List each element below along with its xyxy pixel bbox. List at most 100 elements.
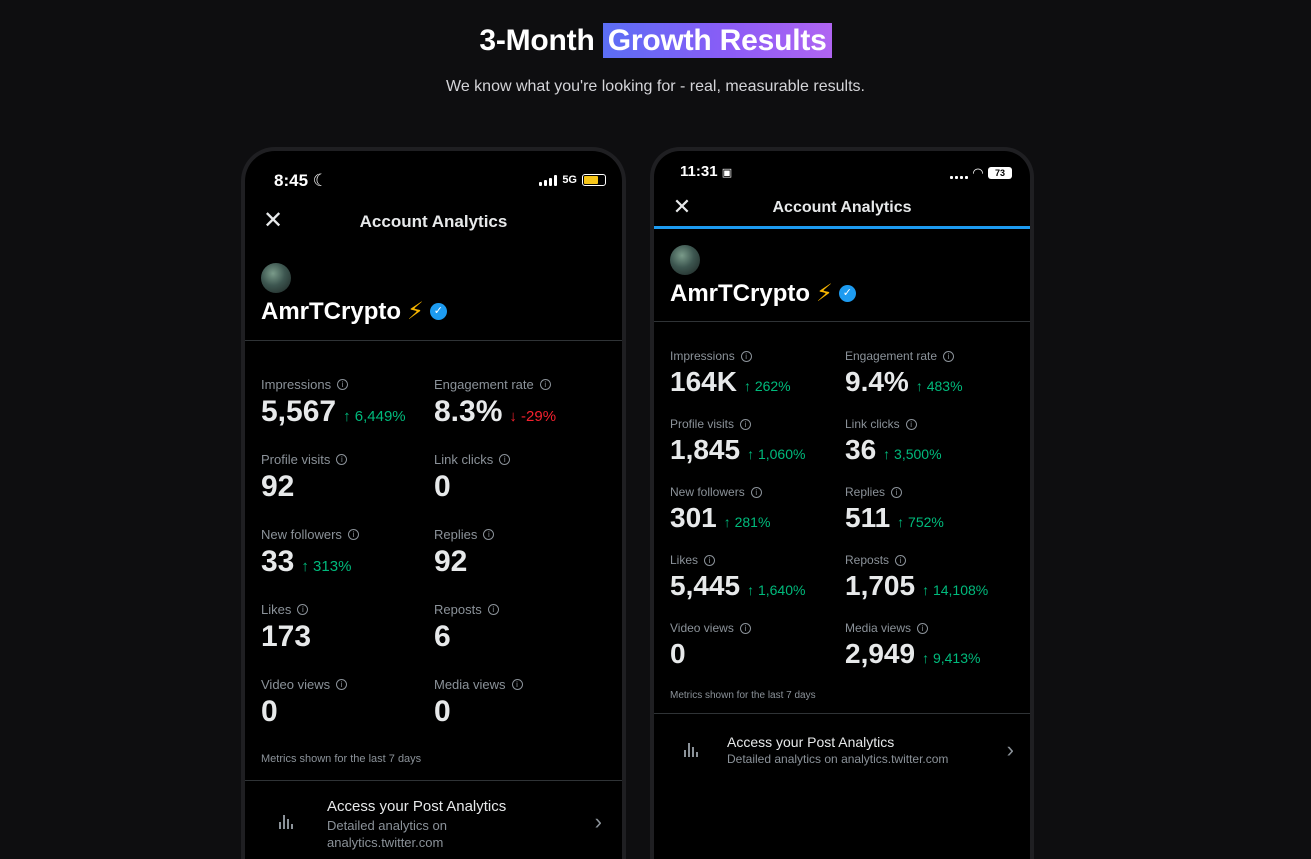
- metric-label: Likes i: [670, 553, 805, 567]
- bar-chart-icon: [279, 815, 293, 829]
- metric-value-row: 1,845 ↑ 1,060%: [670, 434, 805, 466]
- metric-impressions: Impressions i 5,567 ↑ 6,449%: [261, 377, 406, 429]
- metric-label: Replies i: [845, 485, 944, 499]
- info-icon[interactable]: i: [895, 554, 907, 566]
- metric-label-text: Media views: [845, 621, 912, 635]
- close-icon[interactable]: ✕: [262, 207, 284, 234]
- info-icon[interactable]: i: [511, 679, 523, 690]
- headline-plain: 3-Month: [479, 24, 595, 57]
- metric-value-row: 5,567 ↑ 6,449%: [261, 395, 406, 429]
- status-bar: 11:31 ▣ ◠ 73: [654, 151, 1030, 205]
- info-icon[interactable]: i: [347, 529, 359, 540]
- metric-value-row: 173: [261, 620, 311, 654]
- metric-delta: ↑ 281%: [723, 514, 771, 530]
- metric-label: Profile visits i: [670, 417, 805, 431]
- info-icon[interactable]: i: [483, 529, 495, 540]
- metric-replies: Replies i 511 ↑ 752%: [845, 485, 944, 534]
- info-icon[interactable]: i: [336, 679, 348, 690]
- info-icon[interactable]: i: [704, 554, 716, 566]
- metric-label-text: Impressions: [261, 377, 332, 392]
- avatar[interactable]: [670, 245, 700, 275]
- info-icon[interactable]: i: [905, 418, 917, 430]
- metric-value-row: 301 ↑ 281%: [670, 502, 770, 534]
- info-icon[interactable]: i: [891, 486, 903, 498]
- signal-icon: [539, 174, 558, 186]
- metric-likes: Likes i 5,445 ↑ 1,640%: [670, 553, 805, 602]
- metric-label-text: Impressions: [670, 349, 735, 363]
- metric-label: Reposts i: [845, 553, 988, 567]
- metric-value-row: 33 ↑ 313%: [261, 545, 359, 579]
- metric-value-row: 5,445 ↑ 1,640%: [670, 570, 805, 602]
- metric-value-row: 1,705 ↑ 14,108%: [845, 570, 988, 602]
- chevron-right-icon: ›: [594, 809, 602, 834]
- metric-label-text: Replies: [434, 527, 478, 542]
- metric-profile-visits: Profile visits i 1,845 ↑ 1,060%: [670, 417, 805, 466]
- headline-highlight: Growth Results: [602, 23, 832, 58]
- analytics-header: ✕ Account Analytics: [245, 205, 622, 245]
- metric-value-row: 0: [434, 470, 510, 504]
- metric-value-row: 0: [670, 638, 751, 670]
- metric-value: 0: [670, 638, 686, 669]
- info-icon[interactable]: i: [917, 622, 929, 634]
- metric-impressions: Impressions i 164K ↑ 262%: [670, 349, 791, 398]
- metric-label-text: Profile visits: [670, 417, 735, 431]
- metric-link-clicks: Link clicks i 0: [434, 452, 511, 504]
- username-row: AmrTCrypto ⚡ ✓: [261, 297, 447, 326]
- info-icon[interactable]: i: [297, 604, 309, 615]
- post-analytics-link[interactable]: Access your Post Analytics Detailed anal…: [245, 785, 622, 859]
- post-analytics-link[interactable]: Access your Post Analytics Detailed anal…: [654, 717, 1030, 777]
- info-icon[interactable]: i: [739, 622, 751, 634]
- info-icon[interactable]: i: [740, 418, 752, 430]
- info-icon[interactable]: i: [337, 379, 349, 390]
- metric-label: Link clicks i: [845, 417, 942, 431]
- metric-value-row: 6: [434, 620, 499, 654]
- metric-value: 92: [434, 545, 468, 578]
- header-title: Account Analytics: [359, 212, 508, 231]
- metric-label-text: Link clicks: [434, 452, 494, 467]
- info-icon[interactable]: i: [487, 604, 499, 615]
- metric-value: 301: [670, 502, 717, 533]
- info-icon[interactable]: i: [943, 350, 955, 362]
- metric-value-row: 8.3% ↓ -29%: [434, 395, 556, 429]
- metric-delta: ↑ 3,500%: [883, 446, 942, 462]
- metric-value-row: 92: [434, 545, 494, 579]
- metric-delta: ↓ -29%: [509, 408, 557, 425]
- info-icon[interactable]: i: [499, 454, 511, 465]
- avatar[interactable]: [261, 263, 291, 293]
- metric-label-text: Likes: [670, 553, 699, 567]
- metric-value-row: 2,949 ↑ 9,413%: [845, 638, 980, 670]
- verified-badge-icon: ✓: [429, 303, 447, 320]
- metric-label-text: Link clicks: [845, 417, 900, 431]
- metric-new-followers: New followers i 301 ↑ 281%: [670, 485, 770, 534]
- metric-label: Media views i: [434, 677, 523, 692]
- close-icon[interactable]: ✕: [672, 194, 692, 219]
- metric-delta: ↑ 1,060%: [747, 446, 806, 462]
- moon-icon: ☾: [312, 171, 329, 190]
- page-headline: 3-Month Growth Results: [0, 23, 1311, 58]
- metric-engagement-rate: Engagement rate i 8.3% ↓ -29%: [434, 377, 556, 429]
- info-icon[interactable]: i: [336, 454, 348, 465]
- info-icon[interactable]: i: [539, 379, 551, 390]
- metric-media-views: Media views i 0: [434, 677, 523, 729]
- info-icon[interactable]: i: [750, 486, 762, 498]
- metric-engagement-rate: Engagement rate i 9.4% ↑ 483%: [845, 349, 963, 398]
- header-title: Account Analytics: [772, 199, 912, 216]
- signal-icon: [950, 168, 968, 179]
- phone-screenshot-before: 8:45 ☾ 5G ✕ Account Analytics AmrTCrypto…: [241, 147, 626, 859]
- metric-value: 2,949: [845, 638, 916, 669]
- metric-value-row: 0: [434, 695, 523, 729]
- metric-replies: Replies i 92: [434, 527, 495, 579]
- metric-value: 36: [845, 434, 877, 465]
- info-icon[interactable]: i: [740, 350, 752, 362]
- metric-video-views: Video views i 0: [261, 677, 348, 729]
- metric-label-text: Video views: [261, 677, 331, 692]
- metric-delta: ↑ 752%: [897, 514, 944, 530]
- divider: [245, 780, 622, 781]
- id-card-icon: ▣: [721, 167, 733, 179]
- network-label: 5G: [562, 174, 577, 186]
- post-analytics-subtitle: Detailed analytics on analytics.twitter.…: [327, 818, 447, 850]
- metric-delta: ↑ 14,108%: [922, 582, 989, 598]
- post-analytics-subtitle: Detailed analytics on analytics.twitter.…: [727, 752, 949, 766]
- metric-value: 1,705: [845, 570, 916, 601]
- metric-value: 5,445: [670, 570, 741, 601]
